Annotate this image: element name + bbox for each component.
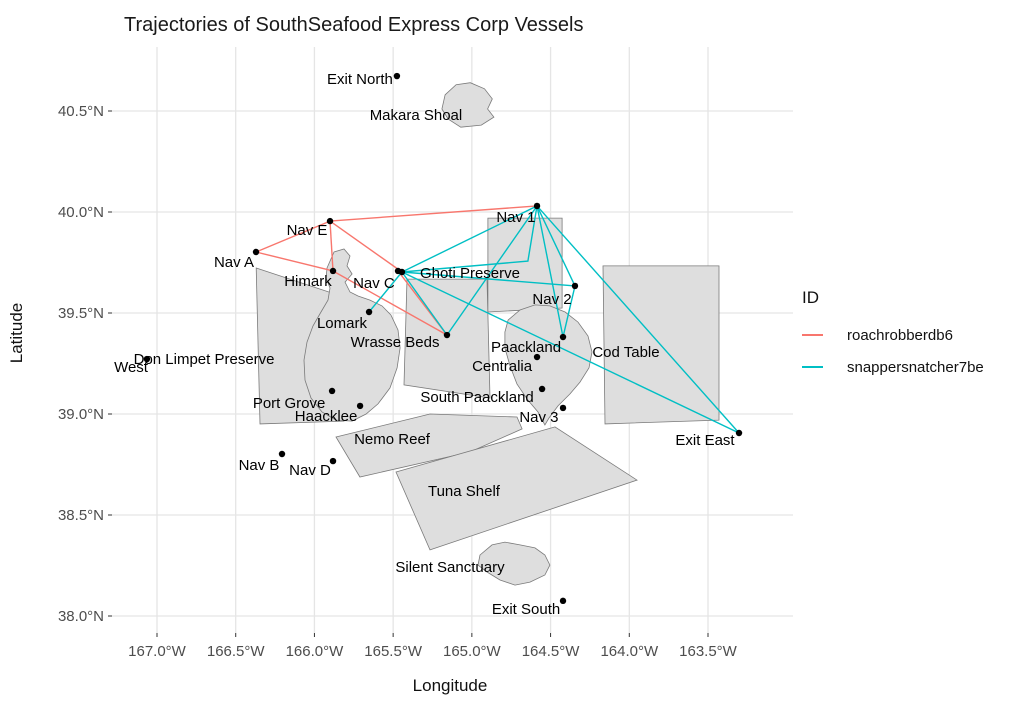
map-point-exit-south [559,597,567,605]
trajectory-roachrobberdb6-nav-e-ghoti-preserve [329,220,403,273]
trajectory-snappersnatcher7be-ghoti-preserve-wrasse-beds [401,271,448,336]
trajectory-snappersnatcher7be-nav-1-nav-2 [536,205,576,287]
legend-title: ID [802,288,819,307]
x-tick-label: 166.5°W [207,643,266,660]
x-tick-label: 165.5°W [364,643,423,660]
map-label-nav-1: Nav 1 [496,209,535,226]
map-label-haacklee: Haacklee [295,408,358,425]
map-label-paackland: Paackland [491,339,561,356]
map-point-exit-east [735,429,743,437]
x-tick-label: 166.0°W [286,643,345,660]
map-label-lomark: Lomark [317,315,368,332]
map-label-ghoti-preserve: Ghoti Preserve [420,265,520,282]
trajectory-snappersnatcher7be-nav-1-exit-east [536,205,740,434]
legend-item-roachrobberdb6: roachrobberdb6 [802,324,984,346]
trajectory-snappersnatcher7be-nav-1-wrasse-beds [446,205,538,336]
trajectory-snappersnatcher7be-ghoti-preserve-lomark [368,271,403,313]
map-label-nav-c: Nav C [353,275,395,292]
map-point-lomark [365,308,373,316]
map-point-paackland [559,333,567,341]
map-label-west: West [114,359,149,376]
map-label-tuna-shelf: Tuna Shelf [428,483,501,500]
region-makara-shoal [441,82,495,128]
x-tick-label: 165.0°W [443,643,502,660]
trajectory-roachrobberdb6-nav-a-himark [255,251,334,272]
map-label-nav-2: Nav 2 [532,291,571,308]
map-label-nav-a: Nav A [214,254,254,271]
map-label-nav-b: Nav B [239,457,280,474]
map-label-exit-east: Exit East [675,432,735,449]
trajectory-snappersnatcher7be-ghoti-preserve-exit-east [401,271,740,434]
x-tick-label: 167.0°W [128,643,187,660]
region-silent-sanctuary [477,541,551,586]
map-point-nav-b [278,450,286,458]
region-nemo-reef [335,413,523,478]
map-label-exit-north: Exit North [327,71,393,88]
y-tick-label: 40.5°N [58,103,104,120]
map-point-haacklee [356,402,364,410]
map-point-nav-2 [571,282,579,290]
region-wrasse-beds [403,278,491,399]
map-point-port-grove [328,387,336,395]
legend: ID roachrobberdb6 snappersnatcher7be [802,288,984,388]
map-label-exit-south: Exit South [492,601,560,618]
trajectory-roachrobberdb6-nav-a-nav-e [255,220,331,253]
map-point-himark [329,267,337,275]
map-label-cod-table: Cod Table [592,344,659,361]
region-haacklee-island [303,248,401,422]
map-point-ghoti-preserve [398,268,406,276]
y-axis-title: Latitude [7,302,26,364]
region-paackland-island [504,304,593,426]
map-label-nav-d: Nav D [289,462,331,479]
map-point-nav-d [329,457,337,465]
map-label-port-grove: Port Grove [253,395,326,412]
map-point-wrasse-beds [443,331,451,339]
legend-item-label: roachrobberdb6 [847,326,953,344]
map-point-don-limpet-preserve [143,355,151,363]
x-tick-label: 164.5°W [522,643,581,660]
x-tick-label: 164.0°W [600,643,659,660]
y-tick-label: 39.0°N [58,406,104,423]
legend-line-swatch [802,334,823,336]
x-tick-label: 163.5°W [679,643,738,660]
trajectory-snappersnatcher7be-nav-1-paackland [536,205,564,338]
map-label-nav-e: Nav E [287,222,328,239]
map-point-south-paackland [538,385,546,393]
trajectory-snappersnatcher7be-ghoti-preserve-nav-1 [401,205,538,273]
trajectory-snappersnatcher7be-ghoti-preserve-nav-2 [401,271,576,287]
y-tick-label: 38.0°N [58,608,104,625]
map-point-exit-north [393,72,401,80]
map-point-centralia [533,353,541,361]
trajectory-roachrobberdb6-himark-wrasse-beds [332,270,448,336]
legend-item-label: snappersnatcher7be [847,358,984,376]
y-tick-label: 39.5°N [58,305,104,322]
map-label-makara-shoal: Makara Shoal [370,107,463,124]
map-label-nemo-reef: Nemo Reef [354,431,431,448]
map-label-silent-sanctuary: Silent Sanctuary [395,559,505,576]
map-label-himark: Himark [284,273,332,290]
map-point-nav-e [326,217,334,225]
map-point-nav-a [252,248,260,256]
trajectory-roachrobberdb6-nav-e-nav-1 [329,205,538,222]
map-point-nav-1 [533,202,541,210]
trajectory-roachrobberdb6-nav-e-himark [329,221,334,272]
x-axis-title: Longitude [412,676,488,695]
plot-title: Trajectories of SouthSeafood Express Cor… [124,14,584,36]
legend-line-swatch [802,366,823,368]
map-label-centralia: Centralia [472,358,533,375]
map-label-nav-3: Nav 3 [519,409,558,426]
map-label-wrasse-beds: Wrasse Beds [351,334,440,351]
region-tuna-shelf [395,426,638,551]
map-point-nav-3 [559,404,567,412]
map-label-south-paackland: South Paackland [420,389,533,406]
map-label-don-limpet-preserve: Don Limpet Preserve [134,351,275,368]
trajectory-snappersnatcher7be-nav-2-paackland [562,285,576,338]
legend-item-snappersnatcher7be: snappersnatcher7be [802,356,984,378]
y-tick-label: 38.5°N [58,507,104,524]
trajectory-path-snappersnatcher7be [401,205,538,273]
y-tick-label: 40.0°N [58,204,104,221]
